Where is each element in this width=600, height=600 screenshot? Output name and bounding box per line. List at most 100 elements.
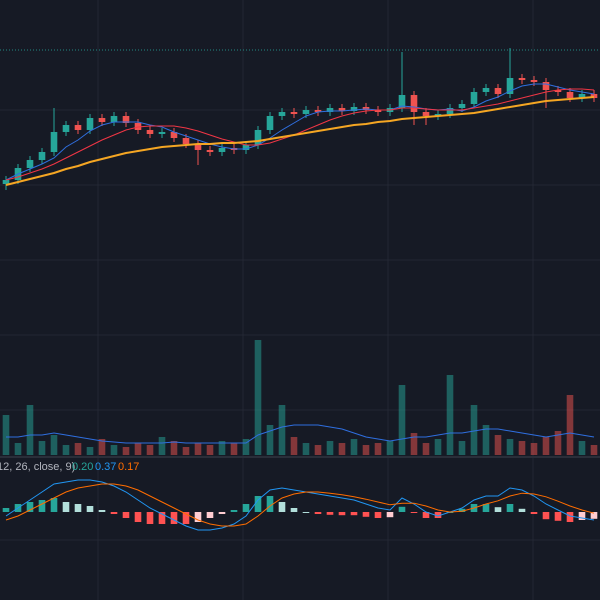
macd-histogram-bar (314, 512, 322, 514)
macd-histogram-bar (182, 512, 190, 524)
volume-bar (110, 445, 118, 455)
macd-histogram-bar (326, 512, 334, 515)
candle-body (278, 112, 286, 116)
volume-bar (278, 405, 286, 455)
volume-ma-line (6, 424, 595, 444)
macd-histogram-bar (494, 507, 502, 512)
candle-body (26, 160, 34, 168)
macd-histogram-bar (362, 512, 370, 517)
macd-histogram-bar (338, 512, 346, 516)
macd-histogram-bar (386, 512, 394, 518)
volume-bar (158, 437, 166, 455)
candle-body (194, 144, 202, 150)
macd-histogram-bar (230, 510, 238, 512)
volume-bar (194, 443, 202, 455)
macd-histogram-bar (458, 508, 466, 512)
macd-histogram-bar (194, 512, 202, 522)
volume-bar (374, 443, 382, 455)
volume-bar (506, 439, 514, 455)
candle-body (86, 118, 94, 130)
macd-histogram-bar (506, 504, 514, 512)
volume-bar (86, 447, 94, 455)
candle-body (470, 92, 478, 104)
volume-bar (590, 445, 598, 455)
macd-histogram-bar (134, 512, 142, 522)
macd-histogram-bar (302, 512, 310, 513)
volume-bar (398, 385, 406, 455)
candle-body (542, 82, 550, 90)
candle-body (50, 132, 58, 152)
candle-body (458, 104, 466, 108)
candle-body (566, 92, 574, 98)
candle-body (266, 116, 274, 130)
macd-histogram-bar (290, 508, 298, 512)
macd-histogram-bar (38, 500, 46, 512)
volume-bar (74, 443, 82, 455)
volume-bar (266, 425, 274, 455)
candle-body (62, 125, 70, 132)
macd-histogram-bar (350, 512, 358, 516)
candle-body (110, 116, 118, 122)
candle-body (398, 95, 406, 108)
volume-bar (350, 439, 358, 455)
volume-bar (290, 437, 298, 455)
candle-body (590, 94, 598, 98)
macd-histogram-bar (578, 512, 586, 520)
moving-average-line (5, 96, 595, 186)
volume-bar (170, 441, 178, 455)
macd-histogram-bar (218, 512, 226, 514)
macd-line (5, 479, 595, 531)
volume-bar (578, 441, 586, 455)
volume-bar (518, 441, 526, 455)
macd-histogram-bar (86, 506, 94, 512)
volume-bar (182, 447, 190, 455)
candle-body (170, 132, 178, 138)
candle-body (494, 88, 502, 94)
volume-bar (50, 435, 58, 455)
candle-body (254, 130, 262, 145)
macd-histogram-bar (74, 504, 82, 512)
volume-bar (458, 441, 466, 455)
volume-bar (218, 441, 226, 455)
candle-body (146, 130, 154, 134)
volume-bar (122, 447, 130, 455)
macd-histogram-bar (170, 512, 178, 524)
volume-bar (326, 441, 334, 455)
candle-body (158, 132, 166, 134)
macd-histogram-bar (242, 504, 250, 512)
macd-histogram-bar (518, 508, 526, 512)
volume-bar (422, 443, 430, 455)
macd-histogram-bar (410, 512, 418, 513)
macd-histogram-bar (542, 512, 550, 520)
macd-histogram-bar (434, 512, 442, 518)
candle-body (446, 108, 454, 114)
candle-body (2, 180, 10, 184)
macd-legend-value: 0.37 (95, 461, 116, 473)
moving-average-line (5, 83, 595, 181)
moving-average-line (5, 88, 595, 181)
volume-bar (530, 443, 538, 455)
candle-body (98, 118, 106, 122)
candle-body (38, 152, 46, 160)
macd-histogram-bar (206, 512, 214, 518)
macd-legend-value: 0.17 (118, 461, 139, 473)
macd-histogram-bar (422, 512, 430, 518)
macd-histogram-bar (122, 512, 130, 518)
volume-bar (446, 375, 454, 455)
volume-bar (554, 431, 562, 455)
volume-bar (542, 437, 550, 455)
macd-params: 12, 26, close, 9) (0, 461, 75, 473)
macd-histogram-bar (566, 512, 574, 522)
volume-bar (302, 443, 310, 455)
signal-line (5, 483, 595, 527)
candle-body (482, 88, 490, 92)
macd-histogram-bar (110, 512, 118, 514)
candle-body (290, 112, 298, 114)
candle-body (422, 112, 430, 116)
candle-body (350, 107, 358, 111)
volume-bar (230, 443, 238, 455)
candle-body (206, 150, 214, 152)
volume-bar (2, 415, 10, 455)
volume-bar (434, 439, 442, 455)
